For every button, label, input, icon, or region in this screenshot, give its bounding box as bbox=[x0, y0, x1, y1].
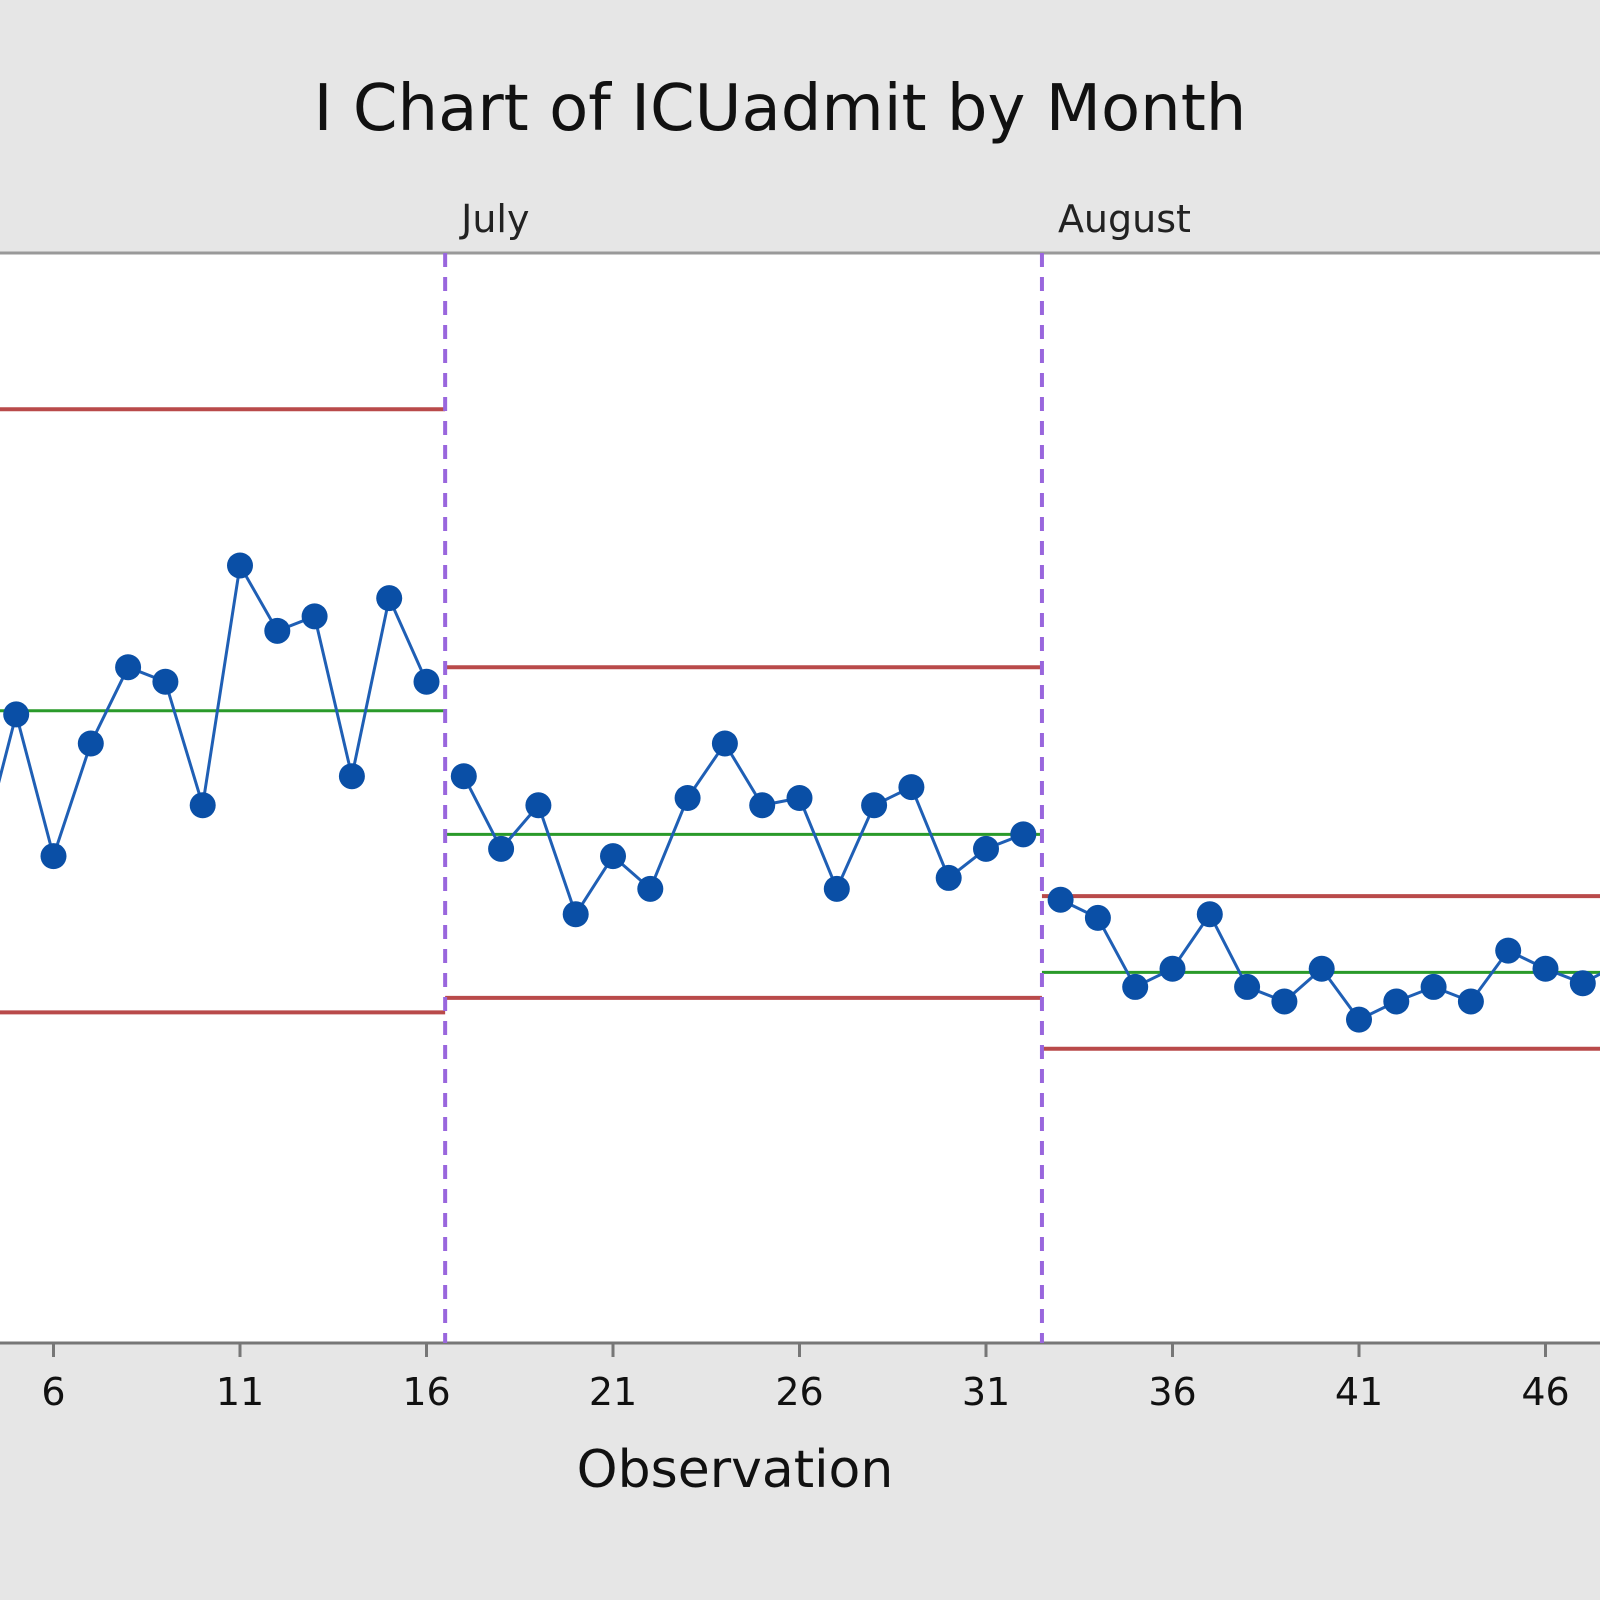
data-point bbox=[861, 792, 888, 819]
chart-title: I Chart of ICUadmit by Month bbox=[314, 72, 1247, 146]
data-point bbox=[786, 785, 813, 811]
data-point bbox=[338, 763, 365, 790]
x-tick-label: 11 bbox=[216, 1370, 264, 1414]
stage-label: August bbox=[1058, 197, 1191, 241]
data-point bbox=[823, 875, 850, 902]
x-tick-label: 6 bbox=[41, 1370, 65, 1414]
x-tick-label: 41 bbox=[1335, 1370, 1383, 1414]
x-tick-label: 46 bbox=[1521, 1370, 1569, 1414]
x-axis-label: Observation bbox=[577, 1440, 894, 1500]
data-point bbox=[1495, 937, 1522, 964]
data-point bbox=[1234, 973, 1261, 1000]
data-point bbox=[376, 585, 403, 612]
plot-area: 6 11 16 21 26 31 36 41 46 July August bbox=[0, 197, 1600, 1414]
data-point bbox=[1159, 955, 1186, 982]
data-point bbox=[413, 668, 440, 695]
data-point bbox=[1047, 886, 1074, 913]
x-tick-label: 16 bbox=[402, 1370, 450, 1414]
data-point bbox=[898, 774, 925, 801]
data-point bbox=[488, 835, 515, 862]
data-point bbox=[1010, 821, 1037, 848]
data-point bbox=[1196, 901, 1223, 928]
data-point bbox=[152, 668, 179, 695]
data-point bbox=[3, 701, 30, 728]
series-line bbox=[462, 740, 1024, 918]
data-point bbox=[600, 843, 626, 870]
data-point bbox=[1271, 988, 1298, 1015]
series-line bbox=[1059, 898, 1600, 1022]
data-point bbox=[301, 603, 328, 630]
data-point bbox=[227, 552, 253, 579]
x-tick-label: 26 bbox=[775, 1370, 823, 1414]
data-point bbox=[1084, 904, 1111, 931]
stage-label: July bbox=[459, 197, 529, 241]
data-point bbox=[711, 730, 738, 757]
data-point bbox=[1569, 970, 1596, 997]
data-point bbox=[525, 792, 552, 819]
x-tick-label: 36 bbox=[1148, 1370, 1196, 1414]
x-tick-label: 31 bbox=[962, 1370, 1010, 1414]
data-point bbox=[749, 792, 776, 819]
data-point bbox=[973, 835, 999, 862]
data-point bbox=[1122, 973, 1149, 1000]
data-point bbox=[674, 785, 701, 811]
data-point bbox=[1383, 988, 1410, 1015]
data-point bbox=[264, 617, 291, 644]
data-point bbox=[1308, 955, 1335, 982]
data-point bbox=[935, 864, 962, 891]
data-point bbox=[1346, 1006, 1372, 1033]
data-point bbox=[1532, 955, 1559, 982]
data-point bbox=[637, 875, 664, 902]
data-point bbox=[562, 901, 589, 928]
data-point bbox=[40, 843, 67, 870]
data-point bbox=[450, 763, 477, 790]
data-point bbox=[1457, 988, 1484, 1015]
data-point bbox=[189, 792, 216, 819]
data-point bbox=[1420, 973, 1447, 1000]
x-tick-label: 21 bbox=[589, 1370, 637, 1414]
data-point bbox=[77, 730, 104, 757]
data-point bbox=[115, 654, 142, 681]
